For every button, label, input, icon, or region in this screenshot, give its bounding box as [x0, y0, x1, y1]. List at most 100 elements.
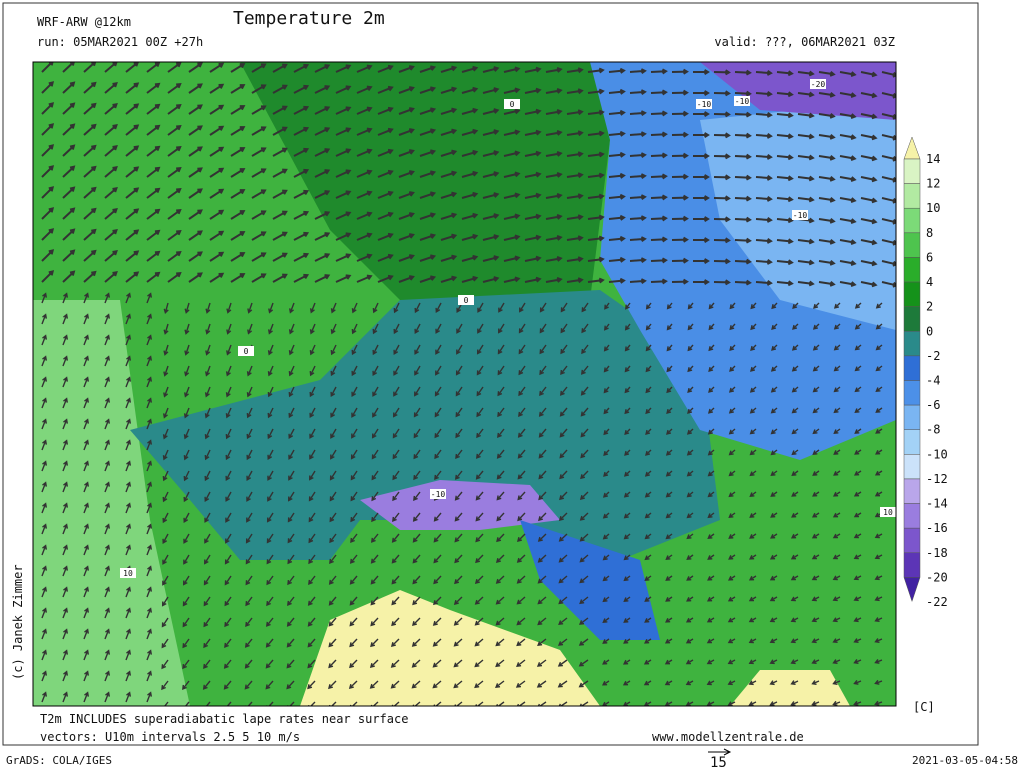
wind-arrow — [874, 533, 883, 539]
wind-arrow — [440, 149, 458, 157]
wind-arrow — [419, 170, 437, 178]
wind-arrow — [309, 470, 316, 481]
wind-arrow — [497, 428, 505, 438]
wind-arrow — [769, 554, 778, 560]
wind-arrow — [266, 512, 274, 523]
wind-arrow — [356, 253, 373, 262]
wind-arrow — [729, 344, 736, 352]
wind-arrow — [62, 649, 68, 661]
wind-arrow — [356, 106, 373, 115]
wind-arrow — [314, 232, 331, 241]
wind-arrow — [545, 130, 563, 136]
wind-arrow — [230, 126, 246, 136]
wind-arrow — [413, 470, 421, 481]
wind-arrow — [272, 63, 288, 73]
wind-arrow — [371, 470, 379, 481]
wind-arrow — [182, 617, 190, 628]
wind-arrow — [41, 123, 55, 136]
wind-arrow — [811, 554, 820, 560]
wind-arrow — [286, 659, 295, 669]
wind-arrow — [771, 323, 778, 330]
wind-arrow — [496, 533, 505, 543]
wind-arrow — [268, 302, 274, 314]
wind-arrow — [182, 680, 190, 690]
wind-arrow — [188, 104, 203, 115]
wind-arrow — [356, 127, 373, 136]
wind-arrow — [188, 188, 203, 199]
wind-arrow — [537, 638, 547, 647]
wind-arrow — [558, 512, 568, 521]
wind-arrow — [251, 273, 267, 283]
wind-arrow — [335, 274, 352, 283]
wind-arrow — [818, 154, 836, 161]
wind-arrow — [524, 66, 542, 73]
wind-arrow — [495, 659, 505, 668]
wind-arrow — [455, 428, 463, 439]
wind-arrow — [146, 607, 152, 619]
wind-arrow — [622, 680, 631, 686]
wind-arrow — [440, 107, 458, 115]
colorbar-label: -20 — [926, 570, 948, 584]
wind-arrow — [202, 680, 211, 690]
wind-arrow — [503, 255, 521, 262]
wind-arrow — [650, 110, 668, 117]
wind-arrow — [475, 470, 484, 480]
wind-arrow — [623, 470, 631, 477]
wind-arrow — [707, 554, 715, 560]
wind-arrow — [162, 575, 169, 586]
wind-arrow — [62, 249, 76, 262]
wind-arrow — [225, 470, 232, 482]
wind-arrow — [209, 272, 225, 283]
wind-arrow — [495, 554, 505, 564]
wind-arrow — [251, 231, 267, 241]
wind-arrow — [162, 554, 169, 565]
wind-arrow — [372, 365, 379, 376]
wind-arrow — [853, 596, 862, 602]
wind-arrow — [183, 428, 190, 440]
wind-arrow — [328, 659, 337, 669]
map-border — [32, 61, 897, 707]
wind-arrow — [83, 313, 89, 325]
wind-arrow — [182, 659, 190, 670]
wind-arrow — [797, 133, 815, 140]
wind-arrow — [629, 257, 647, 264]
wind-arrow — [623, 638, 631, 644]
wind-arrow — [293, 252, 310, 262]
wind-arrow — [769, 638, 778, 644]
wind-arrow — [440, 275, 458, 283]
wind-arrow — [455, 449, 463, 460]
wind-arrow — [643, 659, 652, 665]
contour-label: 10 — [123, 569, 133, 578]
wind-arrow — [125, 124, 140, 136]
wind-arrow — [414, 344, 421, 355]
wind-arrow — [461, 149, 479, 157]
wind-arrow — [411, 638, 421, 647]
wind-arrow — [83, 418, 89, 430]
wind-arrow — [755, 91, 773, 97]
wind-arrow — [833, 470, 841, 476]
wind-arrow — [288, 386, 295, 398]
wind-arrow — [453, 680, 463, 689]
wind-arrow — [350, 533, 358, 544]
wind-arrow — [791, 449, 799, 456]
wind-arrow — [393, 407, 400, 418]
wind-arrow — [183, 533, 190, 544]
wind-arrow — [146, 586, 152, 598]
wind-arrow — [608, 67, 626, 74]
wind-arrow — [412, 533, 421, 543]
wind-arrow — [623, 575, 631, 582]
wind-arrow — [587, 193, 605, 200]
wind-arrow — [209, 230, 225, 241]
wind-arrow — [125, 334, 131, 346]
wind-arrow — [41, 565, 47, 577]
wind-arrow — [293, 168, 310, 178]
wind-arrow — [587, 88, 605, 95]
wind-arrow — [728, 533, 736, 539]
wind-arrow — [477, 323, 484, 334]
wind-arrow — [875, 302, 883, 309]
wind-arrow — [330, 407, 337, 418]
wind-arrow — [251, 105, 267, 115]
wind-arrow — [41, 165, 55, 178]
wind-arrow — [125, 691, 131, 703]
wind-arrow — [287, 596, 295, 606]
